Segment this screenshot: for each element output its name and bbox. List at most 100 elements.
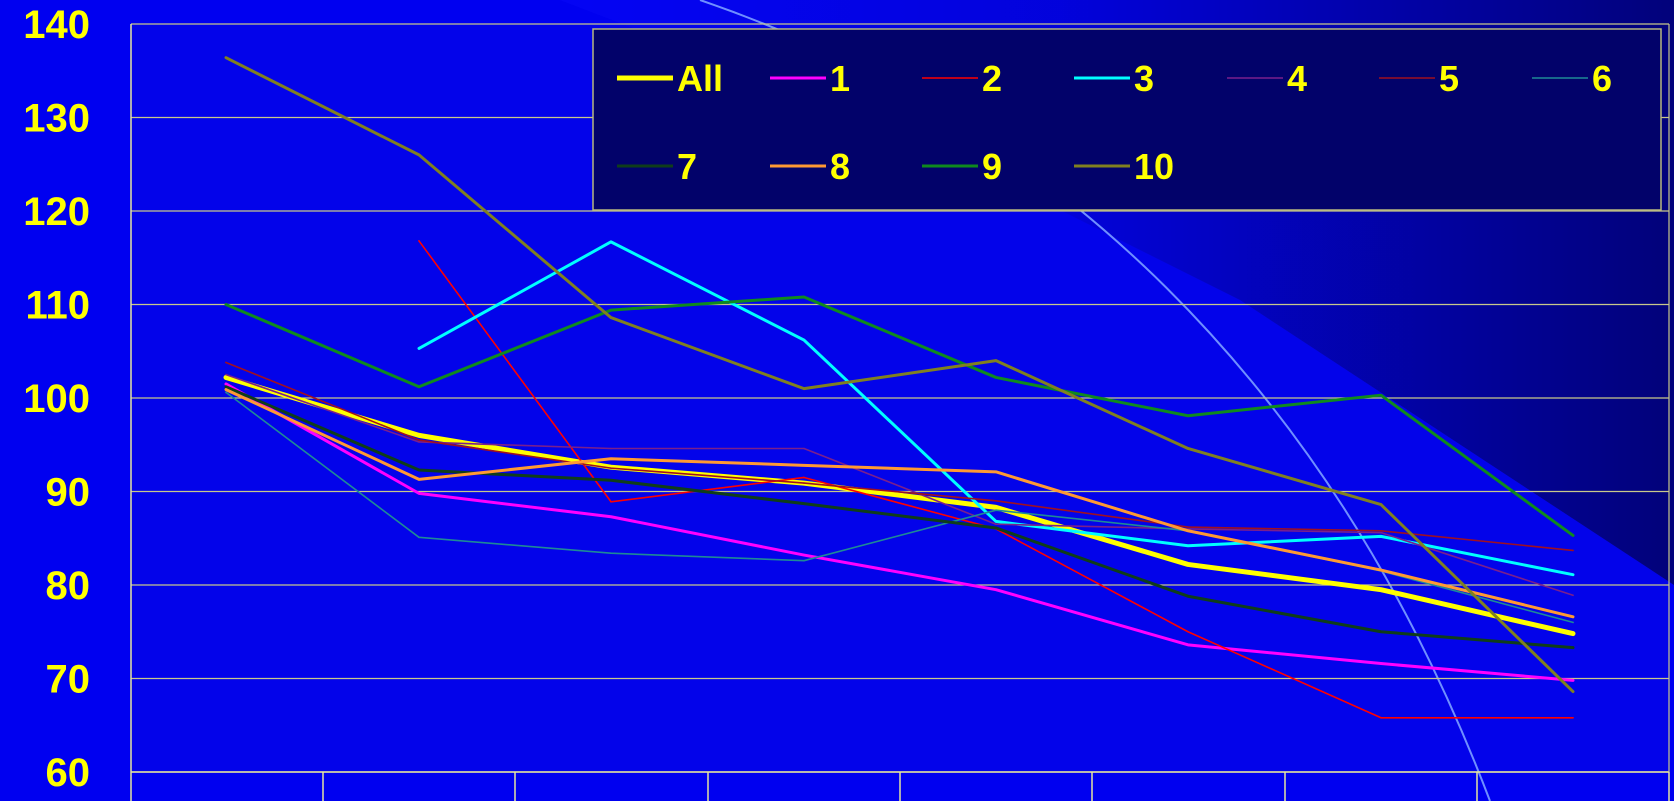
point-5-4 [803,482,805,484]
y-tick-label-80: 80 [46,564,91,608]
point-10-4 [803,387,805,390]
legend-item-7: 7 [617,146,697,187]
series-line-All [223,374,1576,637]
point-5-1 [225,361,227,364]
point-5-6 [1187,526,1189,528]
point-4-7 [1380,531,1382,534]
y-tick-label-90: 90 [46,471,91,515]
point-3-4 [803,339,805,341]
point-8-1 [225,388,227,391]
series-All [223,374,1576,637]
point-10-3 [610,316,612,319]
legend-label-7: 7 [677,146,697,187]
point-1-5 [995,588,997,591]
point-8-7 [1380,569,1382,571]
point-1-7 [1380,662,1382,665]
series-line-7 [224,385,1575,650]
point-1-2 [418,492,420,495]
series-line-5 [225,361,1574,552]
y-tick-label-110: 110 [25,284,90,328]
series-line-10 [224,56,1575,694]
legend-label-1: 1 [830,58,850,99]
point-4-4 [803,447,805,450]
legend-label-9: 9 [982,146,1002,187]
point-8-3 [610,457,612,460]
point-10-2 [418,154,420,156]
point-All-2 [418,434,420,437]
point-10-7 [1380,503,1382,506]
point-3-3 [610,241,612,243]
point-2-6 [1187,630,1189,633]
series-line-8 [224,388,1575,619]
point-All-1 [225,376,227,379]
legend-label-6: 6 [1592,58,1612,99]
legend-item-9: 9 [922,146,1002,187]
point-All-7 [1380,588,1382,591]
legend-item-8: 8 [770,146,850,187]
point-7-2 [418,469,420,471]
legend-label-4: 4 [1287,58,1307,99]
series-5 [225,361,1574,552]
legend-box [592,28,1662,211]
point-4-3 [610,447,612,450]
y-tick-label-70: 70 [46,658,91,702]
series-9 [224,295,1575,537]
point-4-5 [995,523,997,526]
series-1 [224,382,1575,682]
point-1-6 [1187,644,1189,646]
point-6-8 [1572,621,1574,624]
point-1-8 [1572,679,1574,682]
point-All-8 [1572,632,1574,635]
point-9-7 [1380,394,1382,396]
point-7-5 [995,527,997,529]
point-10-6 [1187,447,1189,450]
point-9-8 [1572,534,1574,537]
series-line-4 [225,373,1574,597]
point-All-6 [1187,563,1189,566]
y-tick-label-100: 100 [23,377,90,421]
legend-item-10: 10 [1074,146,1174,187]
series-line-9 [224,295,1575,537]
point-4-1 [225,373,227,376]
series-8 [224,388,1575,619]
point-5-7 [1380,529,1382,532]
legend-item-3: 3 [1074,58,1154,99]
point-9-3 [610,309,612,311]
legend-label-8: 8 [830,146,850,187]
legend-item-5: 5 [1379,58,1459,99]
point-8-8 [1572,615,1574,618]
point-7-7 [1380,630,1382,633]
point-4-8 [1572,594,1574,597]
point-9-2 [418,385,420,388]
y-tick-label-130: 130 [23,97,90,141]
point-5-3 [610,467,612,469]
series-3 [417,240,1575,577]
legend: All 1 2 3 4 5 6 7 8 9 10 [592,28,1662,211]
point-2-3 [610,500,612,503]
legend-label-5: 5 [1439,58,1459,99]
legend-label-2: 2 [982,58,1002,99]
series-line-1 [224,382,1575,682]
point-8-2 [418,478,420,481]
point-1-4 [803,554,805,556]
point-3-6 [1187,544,1189,547]
point-8-4 [803,464,805,467]
y-tick-label-60: 60 [46,751,91,795]
point-7-1 [225,385,227,388]
series-7 [224,385,1575,650]
point-7-3 [610,479,612,482]
point-5-8 [1572,549,1574,552]
point-2-8 [1572,716,1574,719]
point-7-6 [1187,595,1189,598]
y-tick-label-120: 120 [23,190,90,234]
point-5-5 [995,500,997,502]
point-6-4 [803,559,805,562]
series-4 [225,373,1574,597]
legend-item-2: 2 [922,58,1002,99]
point-1-3 [610,515,612,518]
point-6-5 [995,509,997,512]
legend-label-All: All [677,58,723,99]
point-4-2 [418,441,420,443]
